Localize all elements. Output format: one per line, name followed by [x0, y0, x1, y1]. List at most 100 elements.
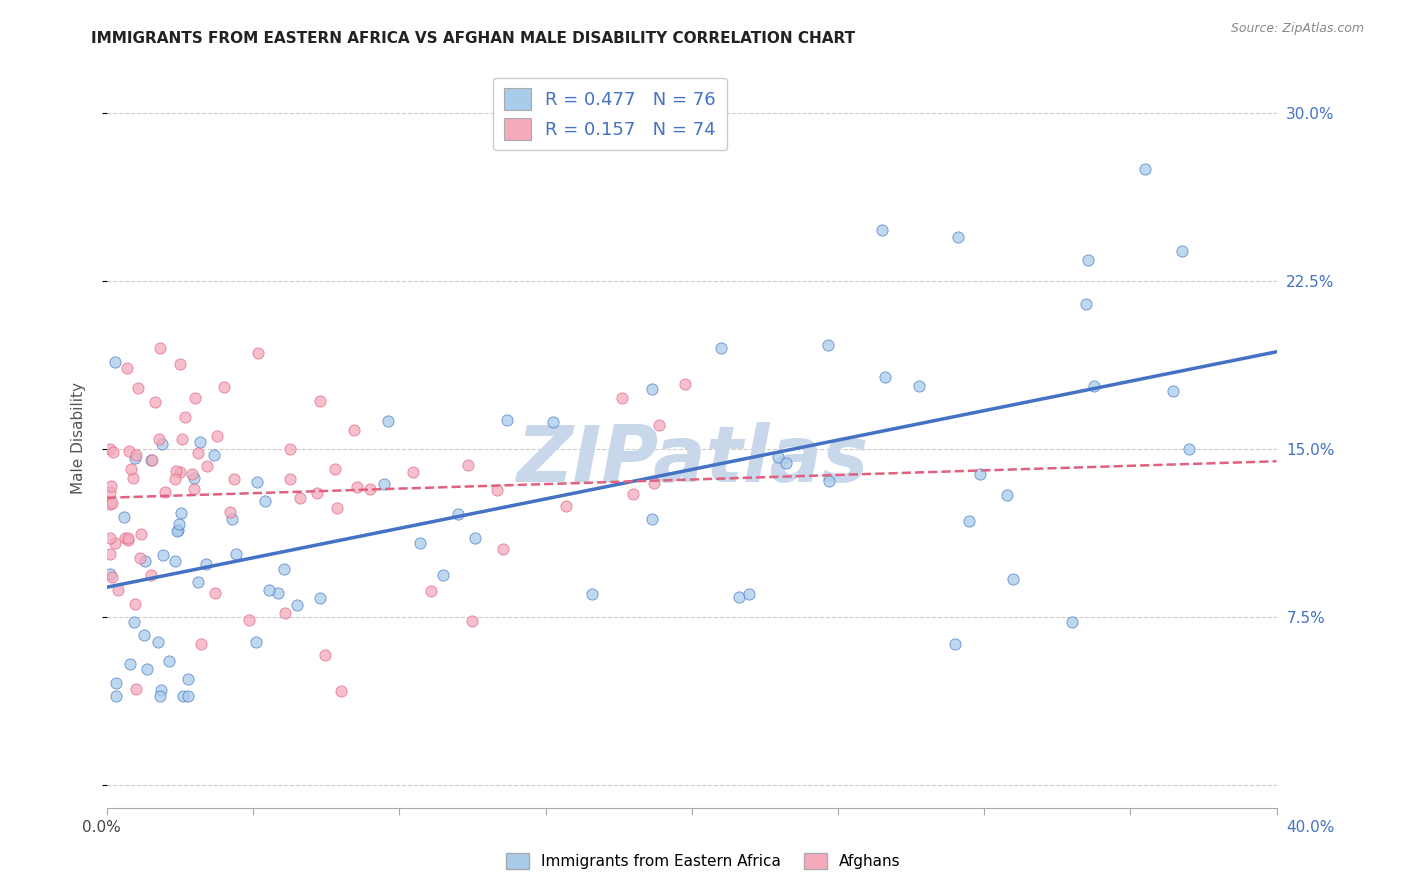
Y-axis label: Male Disability: Male Disability: [72, 382, 86, 494]
Point: [128, 550, 150, 565]
Point: [150, 682, 173, 697]
Point: [907, 379, 929, 393]
Point: [177, 672, 200, 686]
Point: [278, 472, 301, 486]
Point: [330, 684, 353, 698]
Point: [104, 355, 127, 369]
Point: [105, 676, 128, 690]
Point: [184, 391, 207, 405]
Point: [202, 448, 225, 462]
Point: [98, 442, 121, 456]
Point: [107, 582, 129, 597]
Point: [98, 485, 121, 500]
Point: [238, 613, 260, 627]
Point: [432, 567, 454, 582]
Point: [274, 606, 297, 620]
Point: [98, 497, 121, 511]
Point: [135, 662, 157, 676]
Point: [197, 458, 219, 473]
Point: [457, 458, 479, 472]
Point: [1060, 615, 1083, 629]
Point: [204, 585, 226, 599]
Point: [169, 357, 191, 371]
Point: [149, 342, 172, 356]
Point: [817, 338, 839, 352]
Point: [153, 485, 176, 500]
Point: [166, 524, 188, 539]
Point: [122, 615, 145, 630]
Point: [554, 499, 576, 513]
Point: [124, 597, 146, 611]
Point: [346, 480, 368, 494]
Point: [326, 501, 349, 516]
Point: [190, 638, 212, 652]
Text: ZIPatlas: ZIPatlas: [516, 422, 868, 499]
Point: [101, 444, 124, 458]
Point: [167, 516, 190, 531]
Point: [486, 483, 509, 497]
Point: [1161, 384, 1184, 399]
Point: [377, 414, 399, 428]
Point: [873, 369, 896, 384]
Point: [221, 512, 243, 526]
Point: [183, 482, 205, 496]
Point: [648, 417, 671, 432]
Point: [148, 432, 170, 446]
Point: [127, 380, 149, 394]
Point: [314, 648, 336, 663]
Point: [115, 360, 138, 375]
Point: [125, 448, 148, 462]
Point: [104, 689, 127, 703]
Point: [114, 531, 136, 545]
Point: [170, 432, 193, 446]
Point: [402, 465, 425, 479]
Point: [273, 562, 295, 576]
Point: [254, 494, 277, 508]
Point: [710, 342, 733, 356]
Point: [118, 443, 141, 458]
Point: [673, 377, 696, 392]
Point: [100, 478, 122, 492]
Point: [141, 453, 163, 467]
Point: [641, 512, 664, 526]
Point: [246, 475, 269, 489]
Point: [305, 486, 328, 500]
Point: [112, 510, 135, 524]
Point: [169, 465, 191, 479]
Text: 0.0%: 0.0%: [82, 821, 121, 835]
Point: [1170, 244, 1192, 259]
Point: [120, 657, 142, 671]
Text: IMMIGRANTS FROM EASTERN AFRICA VS AFGHAN MALE DISABILITY CORRELATION CHART: IMMIGRANTS FROM EASTERN AFRICA VS AFGHAN…: [91, 31, 855, 46]
Point: [134, 554, 156, 568]
Point: [461, 614, 484, 628]
Point: [163, 472, 186, 486]
Point: [610, 391, 633, 405]
Point: [225, 547, 247, 561]
Point: [98, 566, 121, 581]
Point: [101, 570, 124, 584]
Point: [492, 542, 515, 557]
Point: [141, 567, 163, 582]
Point: [122, 471, 145, 485]
Point: [120, 462, 142, 476]
Point: [141, 452, 163, 467]
Point: [152, 549, 174, 563]
Point: [447, 507, 470, 521]
Point: [1076, 296, 1098, 310]
Point: [948, 229, 970, 244]
Point: [186, 574, 208, 589]
Point: [170, 506, 193, 520]
Point: [245, 635, 267, 649]
Point: [205, 429, 228, 443]
Point: [359, 482, 381, 496]
Point: [166, 523, 188, 537]
Point: [775, 456, 797, 470]
Point: [1002, 572, 1025, 586]
Point: [259, 582, 281, 597]
Point: [287, 598, 309, 612]
Point: [464, 531, 486, 545]
Point: [288, 491, 311, 506]
Point: [218, 505, 240, 519]
Point: [543, 416, 565, 430]
Point: [212, 379, 235, 393]
